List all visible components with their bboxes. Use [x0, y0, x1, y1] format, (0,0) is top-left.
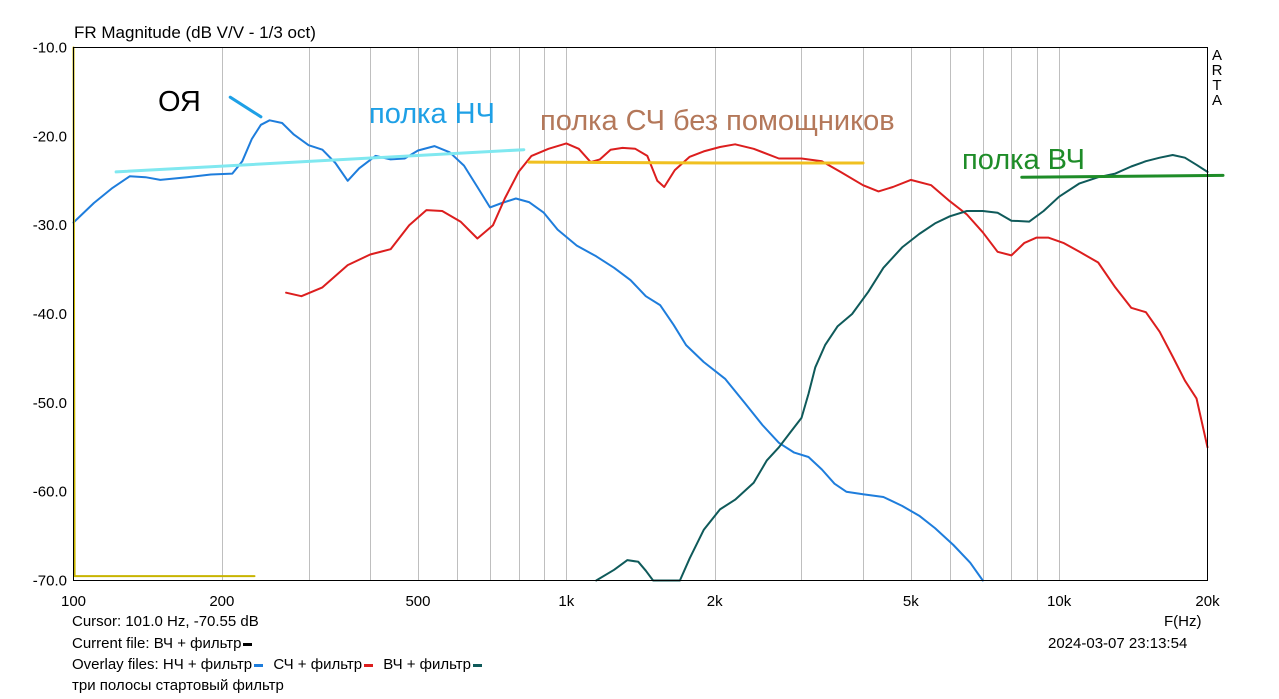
overlay-swatch-mf: [364, 663, 374, 667]
guide-line: [527, 160, 865, 165]
axis-ticks: 100 200 500 1k 2k 5k 10k 20k -10.0 -20.0 -30.0 -40.…: [33, 40, 1220, 611]
timestamp: 2024-03-07 23:13:54: [1048, 635, 1188, 652]
x-tick-label: 500: [405, 593, 430, 610]
x-tick-label: 20k: [1195, 593, 1220, 610]
x-tick-label: 200: [209, 593, 234, 610]
y-tick-label: -70.0: [33, 573, 67, 590]
x-tick-label: 100: [61, 593, 86, 610]
series-line: [285, 142, 1209, 449]
overlay-item-mf: СЧ + фильтр: [273, 656, 363, 673]
series-line: [72, 46, 256, 578]
y-tick-label: -20.0: [33, 128, 67, 145]
y-tick-label: -30.0: [33, 217, 67, 234]
plot-frame: [73, 47, 1208, 581]
y-tick-label: -60.0: [33, 484, 67, 501]
cursor-readout: Cursor: 101.0 Hz, -70.55 dB: [72, 613, 259, 630]
side-label-char: R: [1211, 62, 1223, 79]
annotation-lf-shelf: полка НЧ: [369, 98, 495, 130]
series-line: [595, 154, 1209, 582]
current-file-line: Current file: ВЧ + фильтр: [72, 635, 258, 652]
overlay-item-lf: НЧ + фильтр: [162, 656, 253, 673]
y-tick-label: -40.0: [33, 306, 67, 323]
current-file-swatch: [243, 642, 253, 646]
overlay-item-hf: ВЧ + фильтр: [383, 656, 472, 673]
side-label-char: A: [1211, 47, 1222, 64]
x-tick-label: 10k: [1047, 593, 1072, 610]
overlay-files-line: Overlay files: НЧ + фильтр СЧ + фильтр В…: [72, 656, 488, 673]
side-label-char: T: [1212, 77, 1222, 94]
annotation-hf-shelf: полка ВЧ: [962, 144, 1085, 176]
x-tick-label: 1k: [558, 593, 574, 610]
chart-title: FR Magnitude (dB V/V - 1/3 oct): [74, 23, 316, 42]
project-name: три полосы стартовый фильтр: [72, 677, 284, 694]
chart-curves: [72, 46, 1209, 582]
guide-line: [1020, 173, 1225, 179]
side-label-char: A: [1211, 92, 1222, 109]
current-file-label: Current file:: [72, 635, 150, 652]
x-tick-label: 2k: [707, 593, 723, 610]
overlay-swatch-hf: [473, 663, 483, 667]
y-tick-label: -50.0: [33, 395, 67, 412]
guide-line: [114, 148, 526, 174]
side-label: A R T A: [1211, 48, 1223, 108]
chart-grid: [222, 47, 1060, 581]
x-axis-label: F(Hz): [1164, 613, 1202, 630]
chart-guide-lines: [114, 95, 1225, 179]
y-tick-label: -10.0: [33, 40, 67, 57]
overlay-files-label: Overlay files:: [72, 656, 159, 673]
annotation-mf-shelf: полка СЧ без помощников: [540, 105, 895, 137]
overlay-swatch-lf: [254, 663, 264, 667]
current-file-name: ВЧ + фильтр: [153, 635, 242, 652]
annotation-oya: ОЯ: [158, 86, 201, 118]
guide-line: [228, 95, 263, 119]
series-line: [72, 119, 984, 582]
x-tick-label: 5k: [903, 593, 919, 610]
